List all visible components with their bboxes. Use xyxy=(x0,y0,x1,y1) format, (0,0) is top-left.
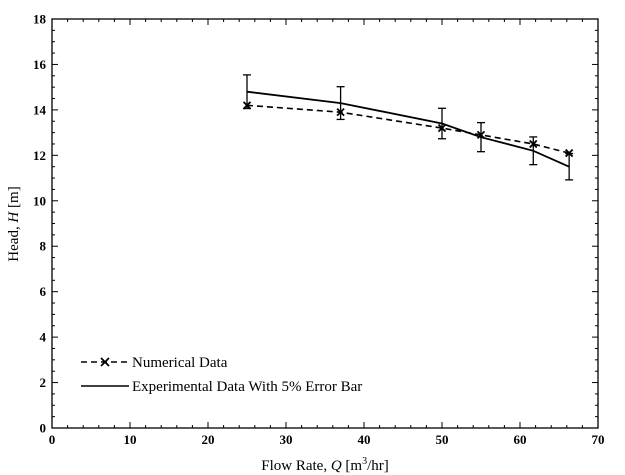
legend-x-marker-icon xyxy=(100,357,110,367)
y-tick-label: 12 xyxy=(33,148,46,163)
y-tick-labels: 0 2 4 6 8 10 12 14 16 18 xyxy=(33,12,47,436)
x-tick-label: 20 xyxy=(202,432,215,447)
error-bar xyxy=(438,107,446,140)
error-bar xyxy=(529,136,538,166)
numerical-point-marker xyxy=(336,108,345,117)
y-tick-label: 2 xyxy=(40,375,47,390)
y-tick-label: 14 xyxy=(33,102,47,117)
y-tick-label: 6 xyxy=(40,284,47,299)
y-tick-label: 18 xyxy=(33,12,47,27)
legend-item-numerical: Numerical Data xyxy=(81,355,228,371)
y-axis-title: Head, H [m] xyxy=(6,186,22,261)
x-tick-labels: 0 10 20 30 40 50 60 70 xyxy=(49,432,605,447)
series-numerical-line xyxy=(246,104,570,154)
y-tick-label: 10 xyxy=(33,193,46,208)
numerical-point-marker xyxy=(529,139,538,149)
x-tick-label: 40 xyxy=(358,432,371,447)
x-tick-label: 50 xyxy=(436,432,449,447)
x-tick-label: 60 xyxy=(514,432,527,447)
y-tick-label: 8 xyxy=(40,239,47,254)
x-axis-title: Flow Rate, Q [m3/hr] xyxy=(261,456,389,474)
legend-item-experimental: Experimental Data With 5% Error Bar xyxy=(81,379,362,395)
legend-label-experimental: Experimental Data With 5% Error Bar xyxy=(132,379,362,395)
numerical-point-marker xyxy=(565,148,574,158)
x-tick-label: 10 xyxy=(124,432,137,447)
x-tick-label: 30 xyxy=(280,432,293,447)
axis-ticks xyxy=(51,18,599,429)
legend: Numerical Data Experimental Data With 5%… xyxy=(81,355,362,395)
error-bar xyxy=(336,86,345,121)
error-bar xyxy=(477,121,485,153)
numerical-point-marker xyxy=(242,101,252,110)
series-layer xyxy=(242,74,574,181)
x-tick-label: 70 xyxy=(592,432,605,447)
numerical-point-marker xyxy=(476,130,486,140)
y-tick-label: 16 xyxy=(33,57,47,72)
numerical-point-marker xyxy=(437,123,447,133)
x-tick-label: 0 xyxy=(49,432,56,447)
y-tick-label: 0 xyxy=(40,421,47,436)
series-experimental-line xyxy=(246,90,570,168)
legend-label-numerical: Numerical Data xyxy=(132,355,228,371)
y-tick-label: 4 xyxy=(40,330,47,345)
error-bar xyxy=(565,152,574,181)
